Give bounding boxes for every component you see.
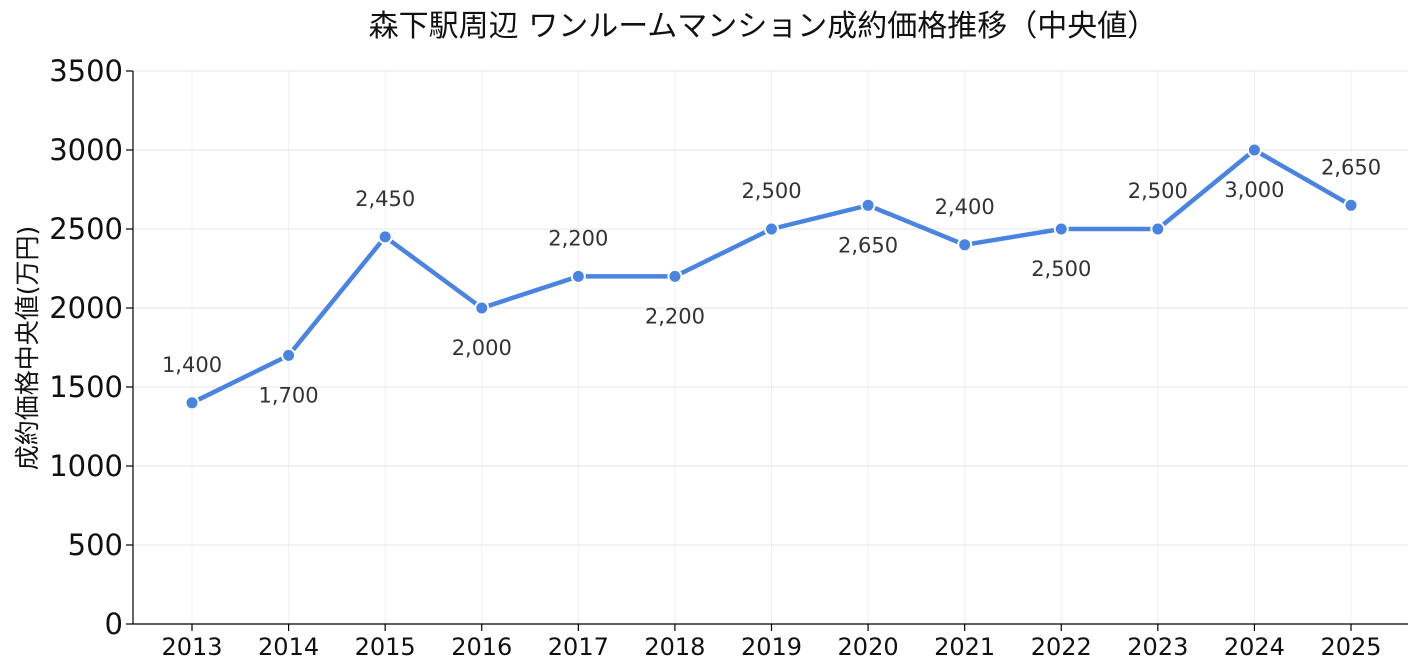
grid [133,70,1408,625]
x-tick-label: 2022 [1031,633,1092,661]
data-label: 2,200 [645,304,705,328]
y-tick-label: 3500 [49,54,123,88]
x-tick-label: 2021 [934,633,995,661]
data-point [957,237,973,253]
data-point [474,300,490,316]
x-tick-label: 2013 [161,633,222,661]
data-labels: 1,400 1,700 2,450 2,000 2,200 2,200 2,500 2,650… [162,155,1381,407]
y-tick-label: 2000 [49,291,123,325]
x-tick-label: 2016 [451,633,512,661]
data-point [570,268,586,284]
data-point [1343,197,1359,213]
data-label: 2,450 [355,187,415,211]
x-tick-label: 2025 [1320,633,1381,661]
y-tick-label: 3000 [49,133,123,167]
data-label: 2,650 [1321,155,1381,179]
data-label: 1,700 [259,383,319,407]
data-label: 2,650 [838,233,898,257]
data-label: 2,500 [1031,257,1091,281]
x-tick-label: 2017 [548,633,609,661]
data-label: 2,500 [741,179,801,203]
x-tick-label: 2018 [644,633,705,661]
data-point [1150,221,1166,237]
x-tick-label: 2015 [355,633,416,661]
data-point [1246,142,1262,158]
y-axis-label: 成約価格中央値(万円) [13,226,42,471]
chart-title: 森下駅周辺 ワンルームマンション成約価格推移（中央値） [369,9,1158,44]
data-point [1053,221,1069,237]
data-label: 2,000 [452,336,512,360]
data-point [281,347,297,363]
y-tick-label: 0 [105,607,123,641]
x-tick-label: 2019 [741,633,802,661]
x-tick-label: 2020 [838,633,899,661]
y-axis-ticks: 0 500 1000 1500 2000 2500 3000 3500 [49,54,133,641]
x-tick-label: 2024 [1224,633,1285,661]
data-point [184,395,200,411]
data-label: 2,500 [1128,179,1188,203]
x-tick-label: 2014 [258,633,319,661]
data-point [764,221,779,237]
data-label: 2,400 [935,195,995,219]
data-label: 3,000 [1224,178,1284,202]
x-axis-ticks: 2013 2014 2015 2016 2017 2018 2019 2020 2021 2022… [161,624,1382,661]
data-point [667,268,683,284]
data-point [377,229,393,245]
y-tick-label: 1500 [49,370,123,404]
y-tick-label: 500 [68,528,123,562]
y-tick-label: 1000 [49,449,123,483]
x-tick-label: 2023 [1127,633,1188,661]
y-tick-label: 2500 [49,212,123,246]
axes [132,71,1408,625]
data-label: 1,400 [162,353,222,377]
data-label: 2,200 [548,226,608,250]
series [184,142,1359,411]
data-point [860,197,876,213]
